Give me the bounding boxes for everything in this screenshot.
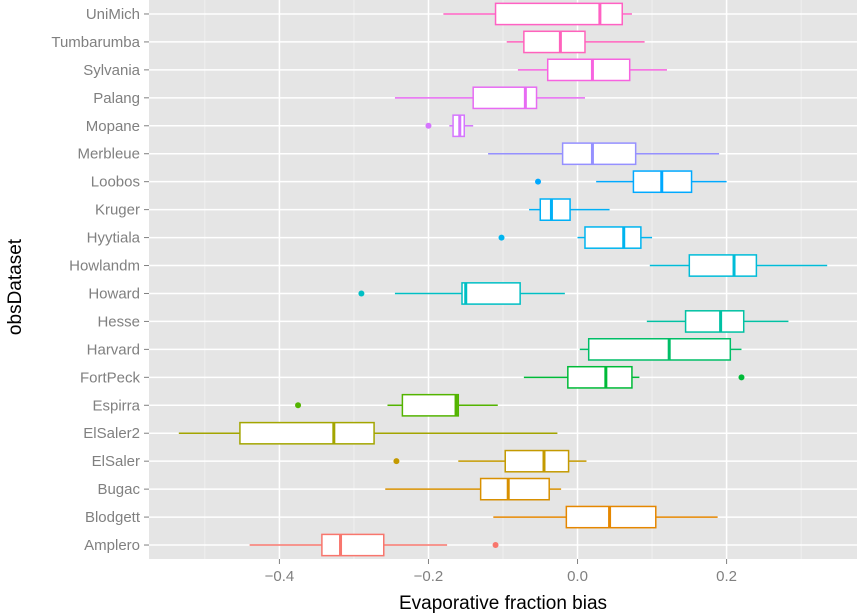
box-iqr [587,338,732,361]
box-iqr [684,310,745,333]
outlier-point [535,178,542,185]
x-tick-label: −0.4 [265,568,295,585]
box-espirra [295,393,498,417]
y-tick-label: Palang [93,90,140,107]
box-hesse [646,310,789,333]
box-amplero [249,533,499,557]
y-tick-label: Kruger [95,202,140,219]
y-tick-label: Sylvania [83,62,140,79]
x-axis-title: Evaporative fraction bias [399,593,607,613]
outlier-point [492,542,499,549]
box-howard [358,282,565,305]
y-tick-label: Hesse [97,313,140,330]
y-tick-label: Tumbarumba [51,34,140,51]
box-iqr [561,142,637,166]
outlier-point [295,402,302,409]
y-tick-label: Bugac [97,481,140,498]
boxes-layer [178,2,828,557]
box-iqr [479,477,550,501]
ticks-layer: UniMich Tumbarumba Sylvania Palang Mopane Mer… [51,6,737,585]
box-iqr [504,449,570,473]
box-hyytiala [498,226,653,249]
outlier-point [738,374,745,381]
y-tick-label: Merbleue [77,146,140,163]
box-mopane [425,114,474,138]
x-tick-label: −0.2 [414,568,444,585]
y-tick-label: FortPeck [80,369,141,386]
box-merbleue [488,142,720,166]
box-iqr [688,254,758,277]
y-tick-label: Hyytiala [87,230,141,247]
box-kruger [529,198,610,221]
y-tick-label: Espirra [92,397,140,414]
y-tick-label: UniMich [86,6,140,23]
box-iqr [472,86,538,110]
box-palang [394,86,585,110]
outlier-point [425,122,432,129]
box-blodgett [493,505,718,529]
box-iqr [494,2,623,26]
y-tick-label: Howard [88,285,140,302]
y-tick-label: ElSaler [92,453,140,470]
y-tick-label: Amplero [84,537,140,554]
box-loobos [535,170,727,194]
box-iqr [461,282,521,305]
y-axis-title: obsDataset [5,238,26,335]
box-elsaler2 [178,421,558,445]
box-iqr [401,393,460,417]
box-iqr [539,198,571,221]
box-iqr [523,30,586,54]
y-tick-label: Blodgett [85,509,141,526]
x-tick-label: 0.0 [567,568,588,585]
y-tick-label: Howlandm [69,258,140,275]
box-bugac [385,477,562,501]
box-iqr [567,365,633,389]
box-iqr [321,533,385,557]
box-tumbarumba [506,30,645,54]
x-tick-label: 0.2 [716,568,737,585]
y-tick-label: Harvard [87,341,140,358]
y-tick-label: Mopane [86,118,140,135]
box-iqr [239,421,375,445]
box-elsaler [393,449,587,473]
box-harvard [579,338,742,361]
box-iqr [584,226,642,249]
outlier-point [358,290,365,297]
y-tick-label: ElSaler2 [83,425,140,442]
box-howlandm [649,254,828,277]
outlier-point [498,234,505,241]
box-sylvania [517,58,667,82]
box-iqr [546,58,631,82]
y-tick-label: Loobos [91,174,140,191]
outlier-point [393,458,400,465]
box-fortpeck [523,365,745,389]
box-unimich [443,2,632,26]
